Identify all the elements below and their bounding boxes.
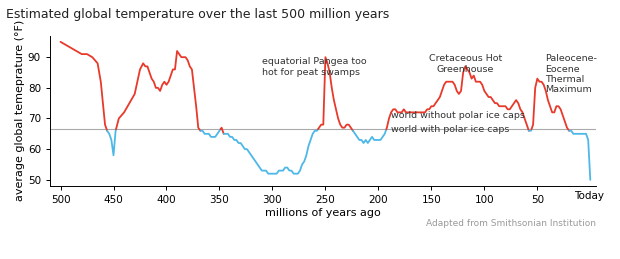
- Text: world without polar ice caps: world without polar ice caps: [391, 111, 525, 120]
- X-axis label: millions of years ago: millions of years ago: [265, 208, 381, 218]
- Y-axis label: average global temeprature (°F): average global temeprature (°F): [15, 20, 25, 202]
- Text: Paleocene-
Eocene
Thermal
Maximum: Paleocene- Eocene Thermal Maximum: [545, 54, 596, 94]
- Text: Estimated global temperature over the last 500 million years: Estimated global temperature over the la…: [6, 8, 389, 21]
- Text: Today: Today: [574, 191, 604, 200]
- Text: Cretaceous Hot
Greenhouse: Cretaceous Hot Greenhouse: [428, 54, 502, 74]
- Text: world with polar ice caps: world with polar ice caps: [391, 125, 510, 134]
- Text: Adapted from Smithsonian Institution: Adapted from Smithsonian Institution: [425, 219, 596, 228]
- Text: equatorial Pangea too
hot for peat swamps: equatorial Pangea too hot for peat swamp…: [262, 57, 366, 77]
